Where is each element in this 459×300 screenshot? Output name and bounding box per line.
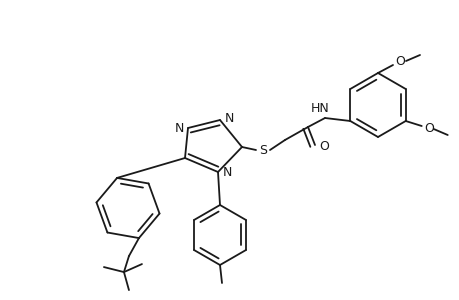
Text: O: O [319, 140, 328, 154]
Text: HN: HN [310, 103, 329, 116]
Text: O: O [394, 55, 404, 68]
Text: O: O [423, 122, 433, 136]
Text: N: N [222, 167, 231, 179]
Text: N: N [224, 112, 233, 125]
Text: S: S [258, 143, 266, 157]
Text: N: N [174, 122, 183, 136]
